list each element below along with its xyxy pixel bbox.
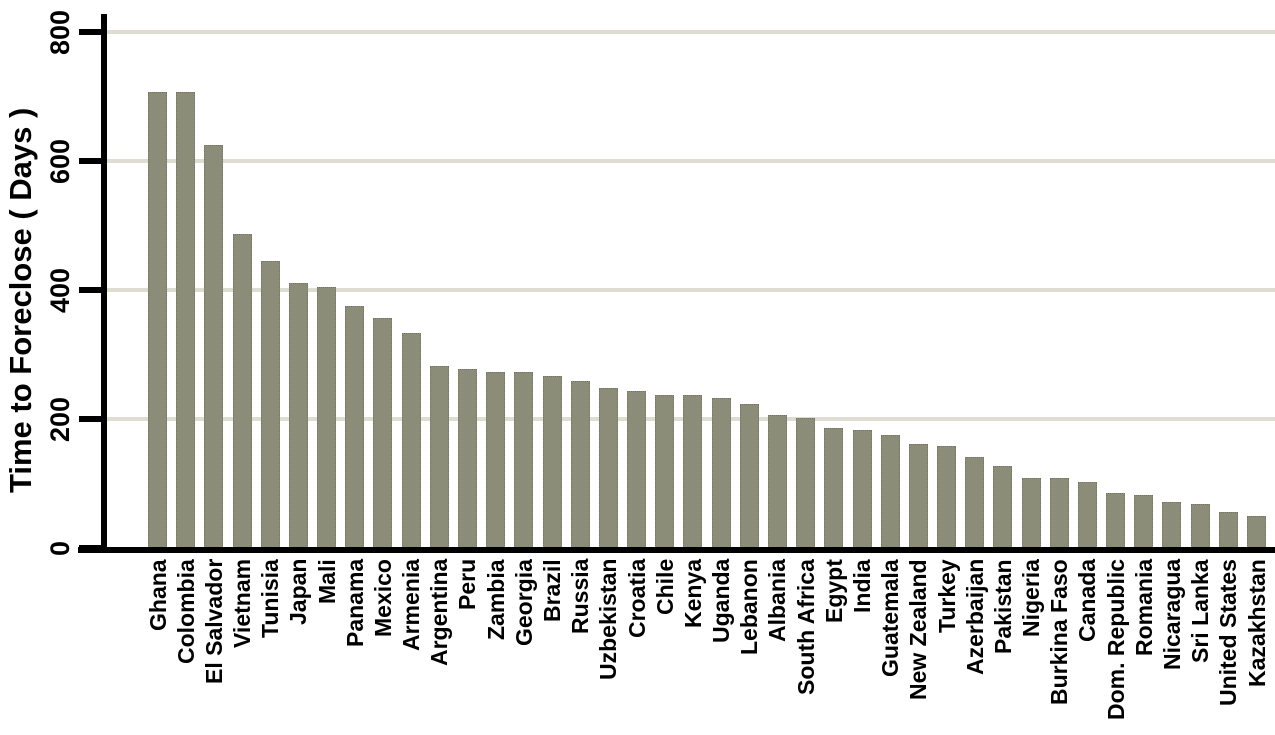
y-tick-800 bbox=[79, 28, 101, 35]
bar-armenia bbox=[401, 333, 421, 551]
bar-georgia bbox=[514, 372, 534, 551]
y-tick-0 bbox=[79, 544, 101, 551]
x-tick-label-chile: Chile bbox=[651, 559, 678, 616]
y-axis-title: Time to Foreclose ( Days ) bbox=[3, 107, 38, 493]
x-tick-label-azerbaijan: Azerbaijan bbox=[961, 559, 988, 676]
x-tick-label-india: India bbox=[849, 559, 875, 613]
y-tick-label-0: 0 bbox=[45, 539, 75, 556]
bar-nigeria bbox=[1021, 478, 1041, 551]
x-tick-label-mali: Mali bbox=[313, 559, 340, 604]
gridline-800 bbox=[107, 29, 1275, 34]
x-tick-label-albania: Albania bbox=[764, 559, 791, 643]
bar-brazil bbox=[542, 375, 562, 551]
bar-canada bbox=[1077, 481, 1097, 551]
bar-nicaragua bbox=[1162, 501, 1182, 551]
bar-turkey bbox=[937, 446, 957, 551]
x-tick-label-canada: Canada bbox=[1074, 559, 1101, 643]
y-tick-label-600: 600 bbox=[45, 137, 75, 184]
x-tick-label-turkey: Turkey bbox=[933, 559, 960, 633]
x-tick-label-argentina: Argentina bbox=[426, 559, 453, 667]
x-tick-label-united-states: United States bbox=[1215, 559, 1242, 706]
x-tick-label-brazil: Brazil bbox=[539, 559, 566, 622]
x-tick-label-peru: Peru bbox=[454, 559, 481, 611]
y-tick-400 bbox=[79, 286, 101, 293]
x-tick-label-lebanon: Lebanon bbox=[736, 559, 763, 655]
x-tick-label-guatemala: Guatemala bbox=[877, 559, 904, 677]
y-tick-600 bbox=[79, 157, 101, 164]
bar-mexico bbox=[373, 317, 393, 551]
gridline-600 bbox=[107, 158, 1275, 163]
x-tick-label-burkina-faso: Burkina Faso bbox=[1046, 559, 1073, 705]
x-tick-label-georgia: Georgia bbox=[510, 559, 537, 646]
y-tick-label-200: 200 bbox=[45, 395, 75, 442]
bar-uzbekistan bbox=[598, 388, 618, 551]
bar-kazakhstan bbox=[1247, 515, 1267, 551]
x-tick-label-kazakhstan: Kazakhstan bbox=[1243, 559, 1270, 687]
bar-pakistan bbox=[993, 465, 1013, 551]
x-tick-label-sri-lanka: Sri Lanka bbox=[1187, 559, 1214, 663]
x-tick-label-uzbekistan: Uzbekistan bbox=[595, 559, 622, 681]
x-tick-label-panama: Panama bbox=[341, 559, 368, 648]
bar-chile bbox=[655, 394, 675, 551]
x-tick-label-zambia: Zambia bbox=[482, 559, 509, 640]
x-tick-label-romania: Romania bbox=[1130, 559, 1157, 657]
x-tick-label-japan: Japan bbox=[285, 559, 312, 626]
x-tick-label-vietnam: Vietnam bbox=[229, 559, 256, 649]
x-tick-label-uganda: Uganda bbox=[708, 559, 735, 644]
bar-zambia bbox=[486, 372, 506, 551]
x-tick-label-mexico: Mexico bbox=[369, 559, 396, 637]
bar-argentina bbox=[429, 365, 449, 551]
bar-egypt bbox=[824, 427, 844, 551]
bar-panama bbox=[345, 306, 365, 551]
x-tick-label-new-zealand: New Zealand bbox=[905, 559, 932, 700]
gridline-400 bbox=[107, 287, 1275, 292]
bar-russia bbox=[570, 381, 590, 551]
x-tick-label-pakistan: Pakistan bbox=[989, 559, 1016, 654]
x-tick-label-egypt: Egypt bbox=[820, 559, 847, 623]
bar-croatia bbox=[627, 391, 647, 551]
x-tick-label-tunisia: Tunisia bbox=[257, 559, 284, 638]
x-tick-label-el-salvador: El Salvador bbox=[200, 559, 227, 685]
bar-tunisia bbox=[260, 261, 280, 551]
y-tick-200 bbox=[79, 415, 101, 422]
bar-guatemala bbox=[880, 434, 900, 551]
bar-lebanon bbox=[739, 404, 759, 551]
x-tick-label-nigeria: Nigeria bbox=[1018, 559, 1045, 637]
bar-new-zealand bbox=[908, 443, 928, 551]
bar-ghana bbox=[148, 92, 167, 551]
bar-uganda bbox=[711, 397, 731, 551]
bar-south-africa bbox=[796, 417, 816, 551]
x-tick-label-kenya: Kenya bbox=[679, 559, 706, 629]
bar-burkina-faso bbox=[1049, 478, 1069, 551]
bar-sri-lanka bbox=[1190, 504, 1210, 551]
bar-mali bbox=[317, 286, 337, 551]
x-tick-label-ghana: Ghana bbox=[144, 559, 171, 631]
x-tick-label-south-africa: South Africa bbox=[792, 559, 819, 695]
x-tick-label-dom-republic: Dom. Republic bbox=[1102, 559, 1129, 721]
bar-united-states bbox=[1218, 512, 1238, 551]
bar-dom-republic bbox=[1106, 492, 1126, 551]
bar-albania bbox=[767, 414, 787, 551]
bar-romania bbox=[1134, 495, 1154, 551]
x-tick-label-armenia: Armenia bbox=[398, 559, 425, 652]
y-tick-label-400: 400 bbox=[45, 266, 75, 313]
bar-india bbox=[852, 430, 872, 551]
bar-azerbaijan bbox=[965, 457, 985, 551]
bar-vietnam bbox=[232, 234, 252, 551]
x-tick-label-colombia: Colombia bbox=[172, 559, 199, 664]
x-axis-line bbox=[78, 547, 1275, 553]
y-axis-line bbox=[101, 14, 107, 553]
y-tick-label-800: 800 bbox=[45, 8, 75, 55]
x-tick-label-nicaragua: Nicaragua bbox=[1158, 559, 1185, 671]
bar-peru bbox=[457, 369, 477, 551]
bar-colombia bbox=[176, 92, 196, 551]
bar-kenya bbox=[683, 394, 703, 551]
x-tick-label-croatia: Croatia bbox=[623, 559, 650, 639]
x-tick-label-russia: Russia bbox=[567, 559, 594, 635]
bar-el-salvador bbox=[204, 145, 224, 551]
bar-japan bbox=[288, 283, 308, 551]
